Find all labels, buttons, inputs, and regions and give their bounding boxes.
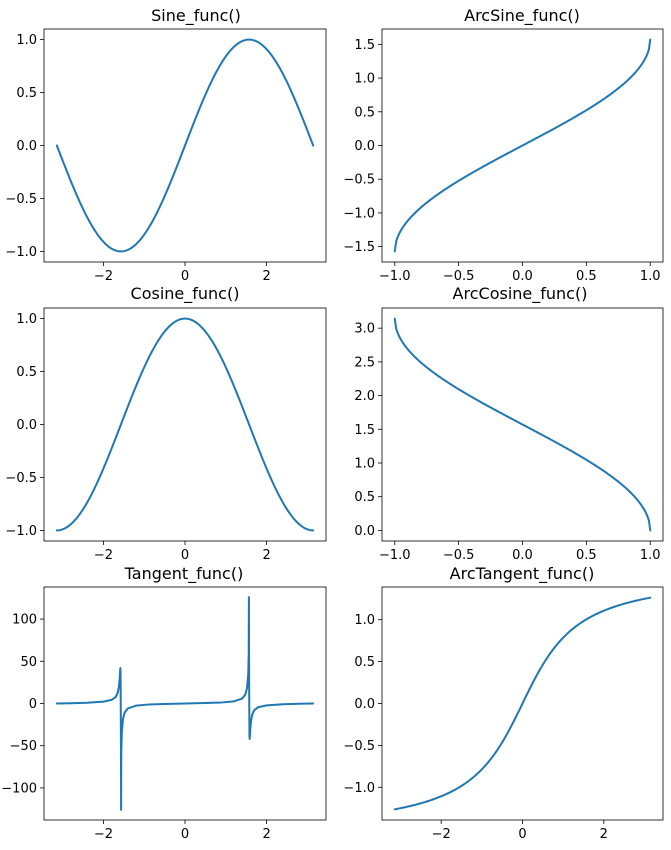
y-tick-label: 1.0	[354, 456, 375, 471]
subplot-arcsine: ArcSine_func() −1.0 −0.5 0.0 0.5 1.0 1.5 1.0 0.…	[343, 6, 664, 284]
subplot-title: Cosine_func()	[131, 284, 240, 304]
subplot-arctangent: ArcTangent_func() −2 0 2 1.0 0.5 0.0 −0.5 −1.0	[343, 564, 664, 842]
y-tick-label: 0.5	[16, 365, 37, 380]
y-tick-label: 2.0	[354, 389, 375, 404]
y-tick-label: 0.5	[16, 86, 37, 101]
x-tick-label: 2	[262, 548, 270, 563]
y-tick-label: 0.5	[354, 490, 375, 505]
y-tick-label: 0.5	[354, 655, 375, 670]
subplot-arccosine: ArcCosine_func() −1.0 −0.5 0.0 0.5 1.0 3.0 2.5…	[354, 284, 664, 563]
axis-ticks: −2 0 2 100 50 0 −50 −100	[1, 613, 270, 842]
y-tick-label: 0.0	[354, 139, 375, 154]
tangent-curve	[55, 596, 315, 811]
y-tick-label: 2.5	[354, 355, 375, 370]
arccosine-curve	[393, 317, 652, 532]
sine-curve	[55, 38, 315, 253]
y-tick-label: 50	[20, 655, 37, 670]
y-tick-label: −1.0	[343, 206, 375, 221]
x-tick-label: 0	[181, 269, 189, 284]
subplot-tangent: Tangent_func() −2 0 2 100 50 0 −50 −100	[1, 564, 327, 842]
x-tick-label: 0.0	[512, 269, 533, 284]
y-tick-label: 0.0	[16, 139, 37, 154]
y-tick-label: −0.5	[343, 173, 375, 188]
x-tick-label: −2	[94, 827, 113, 842]
y-tick-label: −1.5	[343, 240, 375, 255]
y-tick-label: 0	[29, 697, 37, 712]
cosine-curve	[55, 317, 315, 532]
x-tick-label: 1.0	[640, 269, 661, 284]
x-tick-label: 2	[262, 827, 270, 842]
y-tick-label: 1.0	[16, 312, 37, 327]
y-tick-label: −50	[10, 739, 37, 754]
axis-ticks: −1.0 −0.5 0.0 0.5 1.0 1.5 1.0 0.5 0.0 −0.5 −1.0 −1.…	[343, 38, 660, 284]
y-tick-label: 1.5	[354, 38, 375, 53]
y-tick-label: −1.0	[5, 245, 37, 260]
y-tick-label: 1.0	[16, 33, 37, 48]
subplot-sine: Sine_func() −2 0 2 1.0 0.5 0.0 −0.5 −1.0	[5, 6, 327, 284]
subplot-title: Sine_func()	[151, 6, 241, 26]
y-tick-label: 3.0	[354, 322, 375, 337]
subplot-title: ArcTangent_func()	[450, 564, 595, 584]
x-tick-label: −0.5	[443, 269, 475, 284]
y-tick-label: 0.5	[354, 105, 375, 120]
x-tick-label: −2	[94, 548, 113, 563]
y-tick-label: −1.0	[5, 524, 37, 539]
x-tick-label: 0	[181, 548, 189, 563]
subplot-title: Tangent_func()	[124, 564, 244, 584]
x-tick-label: 0.0	[512, 548, 533, 563]
x-tick-label: 0.5	[576, 548, 597, 563]
y-tick-label: −0.5	[5, 192, 37, 207]
x-tick-label: −2	[432, 827, 451, 842]
x-tick-label: −2	[94, 269, 113, 284]
x-tick-label: 0	[518, 827, 526, 842]
axis-ticks: −1.0 −0.5 0.0 0.5 1.0 3.0 2.5 2.0 1.5 1.0 0.5 0.0	[354, 322, 660, 563]
y-tick-label: 0.0	[16, 418, 37, 433]
y-tick-label: −0.5	[5, 471, 37, 486]
x-tick-label: −1.0	[379, 269, 411, 284]
y-tick-label: 1.5	[354, 423, 375, 438]
y-tick-label: −100	[1, 781, 37, 796]
y-tick-label: 0.0	[354, 524, 375, 539]
x-tick-label: 2	[600, 827, 608, 842]
axis-ticks: −2 0 2 1.0 0.5 0.0 −0.5 −1.0	[5, 33, 270, 284]
x-tick-label: 0.5	[576, 269, 597, 284]
x-tick-label: −1.0	[379, 548, 411, 563]
y-tick-label: 100	[12, 613, 37, 628]
x-tick-label: 0	[181, 827, 189, 842]
subplot-title: ArcSine_func()	[464, 6, 580, 26]
x-tick-label: −0.5	[443, 548, 475, 563]
y-tick-label: 1.0	[354, 72, 375, 87]
x-tick-label: 2	[262, 269, 270, 284]
arctangent-curve	[393, 596, 652, 811]
x-tick-label: 1.0	[640, 548, 661, 563]
y-tick-label: −0.5	[343, 739, 375, 754]
axis-ticks: −2 0 2 1.0 0.5 0.0 −0.5 −1.0	[5, 312, 270, 563]
arcsine-curve	[393, 38, 652, 253]
y-tick-label: −1.0	[343, 781, 375, 796]
y-tick-label: 1.0	[354, 613, 375, 628]
subplot-title: ArcCosine_func()	[453, 284, 588, 304]
axis-ticks: −2 0 2 1.0 0.5 0.0 −0.5 −1.0	[343, 613, 608, 842]
subplot-cosine: Cosine_func() −2 0 2 1.0 0.5 0.0 −0.5 −1.0	[5, 284, 327, 563]
y-tick-label: 0.0	[354, 697, 375, 712]
